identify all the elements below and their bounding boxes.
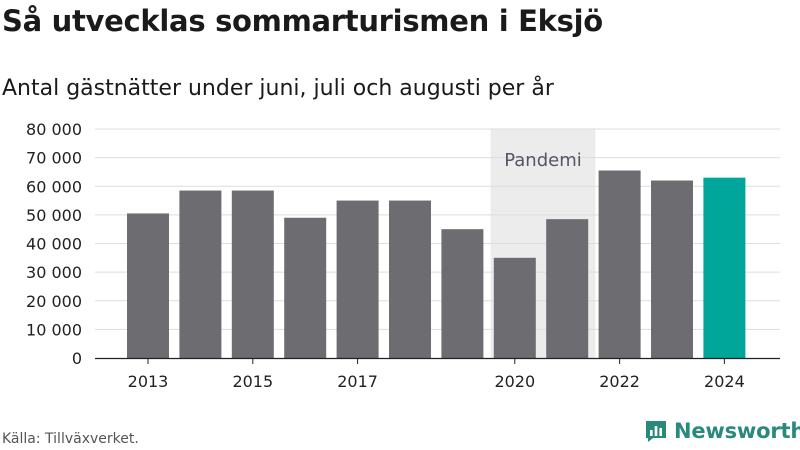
bar-2018 xyxy=(389,200,431,358)
bar-2021 xyxy=(546,219,589,358)
bar-2024 xyxy=(703,177,746,358)
y-tick-label: 70 000 xyxy=(26,149,82,168)
x-tick-label: 2017 xyxy=(337,372,378,391)
newsworthy-logo: Newsworthy xyxy=(644,419,800,443)
source-note: Källa: Tillväxverket. xyxy=(2,431,139,447)
bar-2022 xyxy=(598,170,641,358)
bar-2015 xyxy=(231,190,274,358)
y-tick-label: 40 000 xyxy=(26,235,82,254)
y-tick-label: 30 000 xyxy=(26,263,82,282)
x-tick-label: 2013 xyxy=(128,372,169,391)
x-tick-label: 2024 xyxy=(704,372,745,391)
brand-name: Newsworthy xyxy=(674,419,800,443)
chart-subtitle: Antal gästnätter under juni, juli och au… xyxy=(2,76,554,101)
chart-title: Så utvecklas sommarturismen i Eksjö xyxy=(2,4,603,38)
y-tick-label: 10 000 xyxy=(26,320,82,339)
x-tick-label: 2015 xyxy=(232,372,273,391)
bar-2016 xyxy=(284,217,327,358)
pandemic-label: Pandemi xyxy=(504,150,582,171)
y-tick-label: 50 000 xyxy=(26,206,82,225)
newsworthy-icon xyxy=(646,421,666,442)
bar-2020 xyxy=(493,257,536,358)
x-tick-label: 2020 xyxy=(494,372,535,391)
y-tick-label: 80 000 xyxy=(26,120,82,139)
bar-chart: Pandemi 0 10 000 20 000 30 000 40 000 50 000 60… xyxy=(26,120,780,391)
bar-2019 xyxy=(441,229,484,358)
bar-2013 xyxy=(127,213,169,358)
x-tick-label: 2022 xyxy=(599,372,640,391)
bar-2014 xyxy=(179,190,222,358)
bar-2017 xyxy=(336,200,379,358)
y-tick-label: 0 xyxy=(72,349,82,368)
y-tick-label: 60 000 xyxy=(26,177,82,196)
y-tick-label: 20 000 xyxy=(26,292,82,311)
bar-2023 xyxy=(651,180,693,358)
